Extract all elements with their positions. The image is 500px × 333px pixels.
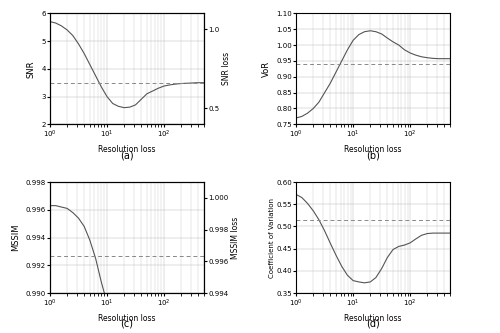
X-axis label: Resolution loss: Resolution loss (98, 145, 156, 154)
Y-axis label: MSSIM: MSSIM (11, 224, 20, 251)
Title: (d): (d) (366, 319, 380, 329)
X-axis label: Resolution loss: Resolution loss (344, 145, 402, 154)
Title: (a): (a) (120, 150, 134, 160)
X-axis label: Resolution loss: Resolution loss (344, 314, 402, 323)
Y-axis label: SNR loss: SNR loss (222, 52, 231, 85)
Title: (c): (c) (120, 319, 134, 329)
Y-axis label: MSSIM loss: MSSIM loss (231, 216, 240, 259)
X-axis label: Resolution loss: Resolution loss (98, 314, 156, 323)
Y-axis label: VoR: VoR (262, 61, 270, 77)
Y-axis label: Coefficient of Variation: Coefficient of Variation (269, 197, 275, 277)
Title: (b): (b) (366, 150, 380, 160)
Y-axis label: SNR: SNR (27, 60, 36, 78)
